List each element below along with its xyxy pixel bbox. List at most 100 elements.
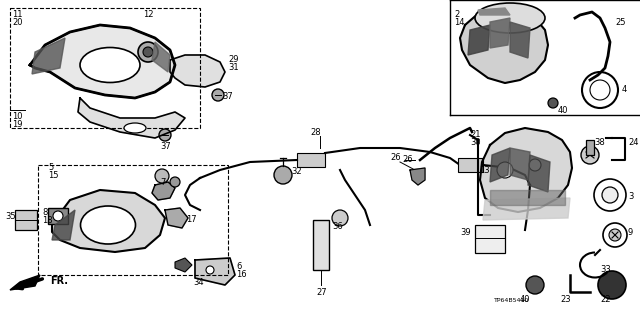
Polygon shape (510, 22, 530, 58)
Text: 29: 29 (228, 55, 239, 64)
Circle shape (598, 271, 626, 299)
Circle shape (206, 266, 214, 274)
Text: 36: 36 (332, 222, 343, 231)
Text: 25: 25 (615, 18, 625, 27)
Text: 1: 1 (479, 158, 484, 167)
Text: 16: 16 (236, 270, 246, 279)
Text: 22: 22 (600, 295, 611, 304)
Circle shape (143, 47, 153, 57)
Circle shape (53, 211, 63, 221)
Polygon shape (510, 148, 530, 180)
Circle shape (138, 42, 158, 62)
Text: 27: 27 (316, 288, 326, 297)
Circle shape (581, 146, 599, 164)
Bar (313, 220, 329, 270)
Polygon shape (483, 198, 570, 220)
Text: 9: 9 (628, 228, 633, 237)
Text: 10: 10 (12, 112, 22, 121)
Polygon shape (478, 8, 510, 15)
Polygon shape (152, 42, 170, 72)
Polygon shape (490, 148, 510, 182)
Circle shape (609, 229, 621, 241)
Text: 21: 21 (470, 130, 481, 139)
Text: 6: 6 (236, 262, 241, 271)
Polygon shape (165, 208, 188, 228)
Text: 37: 37 (160, 142, 171, 151)
Text: 40: 40 (520, 295, 531, 304)
Circle shape (159, 129, 171, 141)
Polygon shape (52, 190, 165, 252)
Text: 37: 37 (222, 92, 233, 101)
Circle shape (497, 162, 513, 178)
Polygon shape (78, 98, 185, 138)
Bar (48, 208, 68, 224)
Polygon shape (170, 55, 225, 87)
Text: 24: 24 (628, 138, 639, 147)
Circle shape (170, 177, 180, 187)
Circle shape (274, 166, 292, 184)
Text: 12: 12 (143, 10, 154, 19)
Text: 30: 30 (470, 138, 481, 147)
Circle shape (594, 179, 626, 211)
Text: 31: 31 (228, 63, 239, 72)
Text: 23: 23 (560, 295, 571, 304)
Polygon shape (410, 168, 425, 185)
Polygon shape (30, 25, 175, 98)
Text: 19: 19 (12, 120, 22, 129)
Circle shape (155, 169, 169, 183)
Text: TP64B5410: TP64B5410 (494, 298, 529, 303)
Bar (15, 210, 37, 230)
Text: 11: 11 (12, 10, 22, 19)
Bar (10, 8, 200, 128)
Bar (475, 225, 505, 253)
Polygon shape (490, 190, 565, 205)
Polygon shape (480, 128, 572, 212)
Polygon shape (10, 275, 40, 290)
Text: 18: 18 (42, 216, 52, 225)
Text: 15: 15 (48, 171, 58, 180)
Circle shape (526, 276, 544, 294)
Bar (586, 140, 594, 155)
Text: 28: 28 (310, 128, 321, 137)
Text: 17: 17 (186, 215, 196, 224)
Polygon shape (175, 258, 192, 272)
Circle shape (603, 223, 627, 247)
Text: 33: 33 (600, 265, 611, 274)
Text: 20: 20 (12, 18, 22, 27)
Text: 2: 2 (454, 10, 460, 19)
Circle shape (582, 72, 618, 108)
Polygon shape (490, 18, 510, 48)
Text: 40: 40 (558, 106, 568, 115)
Text: 13: 13 (479, 166, 490, 175)
Text: 26: 26 (402, 155, 413, 164)
Bar (38, 165, 228, 275)
Ellipse shape (80, 48, 140, 83)
Circle shape (548, 98, 558, 108)
Text: 7: 7 (160, 178, 165, 187)
Polygon shape (528, 155, 550, 192)
Text: 26: 26 (390, 153, 401, 162)
Ellipse shape (81, 206, 136, 244)
Bar (297, 153, 325, 167)
Polygon shape (52, 210, 75, 240)
Circle shape (529, 159, 541, 171)
Polygon shape (468, 25, 490, 55)
Bar (458, 158, 483, 172)
Text: 32: 32 (291, 167, 301, 176)
Circle shape (212, 89, 224, 101)
Ellipse shape (124, 123, 146, 133)
Polygon shape (152, 182, 175, 200)
Text: 14: 14 (454, 18, 465, 27)
Circle shape (602, 187, 618, 203)
Text: 4: 4 (622, 85, 627, 94)
Polygon shape (460, 8, 548, 83)
Polygon shape (32, 38, 65, 74)
Text: 3: 3 (628, 192, 634, 201)
Circle shape (332, 210, 348, 226)
Text: 39: 39 (460, 228, 470, 237)
Polygon shape (195, 258, 235, 285)
Circle shape (590, 80, 610, 100)
Text: 34: 34 (193, 278, 204, 287)
Text: FR.: FR. (50, 276, 68, 286)
Text: 8: 8 (42, 208, 47, 217)
